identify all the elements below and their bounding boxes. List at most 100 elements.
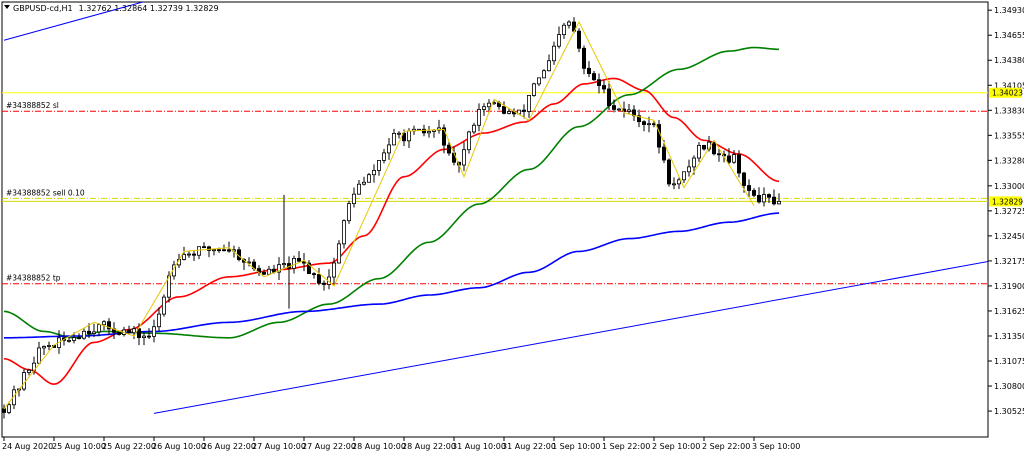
candle xyxy=(682,171,687,184)
candle-body xyxy=(702,144,707,150)
candle-body xyxy=(692,157,697,168)
candle-body xyxy=(146,335,151,338)
candle-body xyxy=(697,144,702,159)
candle-body xyxy=(306,262,311,275)
candle xyxy=(336,240,341,264)
candle xyxy=(777,193,782,205)
candle-body xyxy=(461,149,466,166)
candle xyxy=(366,172,371,183)
price-tick-label: 1.31625 xyxy=(994,307,1024,316)
candle-body xyxy=(361,181,366,185)
candle-body xyxy=(777,200,782,205)
candle xyxy=(582,45,587,75)
candle xyxy=(732,149,737,164)
candle xyxy=(296,251,301,263)
candle xyxy=(622,101,627,118)
candle-body xyxy=(107,321,112,330)
candle xyxy=(321,280,326,291)
triangle-down-icon[interactable] xyxy=(4,5,10,9)
candle-body xyxy=(72,337,77,341)
plot-border xyxy=(1,1,989,438)
time-tick-label: 28 Aug 22:00 xyxy=(402,442,456,451)
candle xyxy=(667,158,672,187)
candle-body xyxy=(742,172,747,186)
candle-body xyxy=(341,220,346,245)
channel-line-lower[interactable] xyxy=(153,259,1004,414)
time-tick-label: 24 Aug 2020 xyxy=(2,442,53,451)
candle-body xyxy=(281,263,286,266)
candle xyxy=(727,148,732,165)
candle-body xyxy=(532,83,537,96)
candle-body xyxy=(396,132,401,135)
candle-body xyxy=(92,331,97,334)
candle-body xyxy=(196,246,201,256)
candle xyxy=(127,325,132,334)
candle xyxy=(607,81,612,111)
candle-body xyxy=(592,73,597,81)
candle-body xyxy=(562,24,567,35)
candle xyxy=(206,245,211,258)
price-tick-label: 1.32725 xyxy=(994,207,1024,216)
time-tick-label: 26 Aug 10:00 xyxy=(152,442,206,451)
candle-body xyxy=(421,128,426,134)
price-tick-label: 1.34655 xyxy=(994,31,1024,40)
zigzag-indicator xyxy=(3,20,755,410)
candle-body xyxy=(602,85,607,90)
candle xyxy=(562,22,567,39)
candle-body xyxy=(321,282,326,285)
price-tick-label: 1.32450 xyxy=(994,232,1024,241)
candle-body xyxy=(336,243,341,264)
candle-body xyxy=(276,264,281,273)
chart-symbol: GBPUSD-cd,H1 xyxy=(13,4,73,13)
candle-body xyxy=(221,249,226,252)
candle-body xyxy=(117,331,122,335)
candle-body xyxy=(522,109,527,112)
horizontal-levels: #34388852 sl #34388852 sell 0.10 #34388852… xyxy=(2,92,988,285)
candle-body xyxy=(186,253,191,256)
candle-body xyxy=(406,130,411,142)
candle-body xyxy=(627,109,632,112)
candle xyxy=(436,119,441,134)
candle xyxy=(261,269,266,276)
candle xyxy=(131,325,136,340)
candle xyxy=(717,148,722,162)
candle xyxy=(361,176,366,186)
candle-body xyxy=(97,324,102,333)
candle xyxy=(532,82,537,97)
candle xyxy=(37,341,42,364)
candle xyxy=(161,294,166,317)
candle xyxy=(426,126,431,138)
candle xyxy=(181,246,186,261)
price-tick-label: 1.33000 xyxy=(994,182,1024,191)
candle xyxy=(256,265,261,276)
candle xyxy=(446,141,451,156)
candle-body xyxy=(587,67,592,74)
candle-body xyxy=(161,296,166,315)
channel-line-upper[interactable] xyxy=(3,0,394,41)
candle-body xyxy=(642,121,647,125)
candle-body xyxy=(757,194,762,203)
moving-average-line xyxy=(3,46,779,339)
candle-body xyxy=(762,194,767,203)
price-tick-label: 1.34380 xyxy=(994,56,1024,65)
candle xyxy=(141,332,146,346)
candle xyxy=(752,188,757,198)
candle xyxy=(697,142,702,162)
candle xyxy=(92,323,97,338)
time-tick-label: 26 Aug 22:00 xyxy=(202,442,256,451)
price-tick-label: 1.30525 xyxy=(994,407,1024,416)
chart-ohlc: 1.32762 1.32864 1.32739 1.32829 xyxy=(79,4,219,13)
candle-body xyxy=(567,21,572,26)
moving-average-line xyxy=(3,77,780,386)
candle-body xyxy=(577,30,582,49)
candle xyxy=(552,41,557,65)
candle-body xyxy=(471,124,476,133)
candle-body xyxy=(206,246,211,251)
candle xyxy=(77,333,82,340)
candle xyxy=(281,194,286,269)
candle-body xyxy=(351,193,356,205)
candle xyxy=(466,130,471,154)
candle-body xyxy=(102,321,107,326)
time-tick-label: 27 Aug 22:00 xyxy=(302,442,356,451)
